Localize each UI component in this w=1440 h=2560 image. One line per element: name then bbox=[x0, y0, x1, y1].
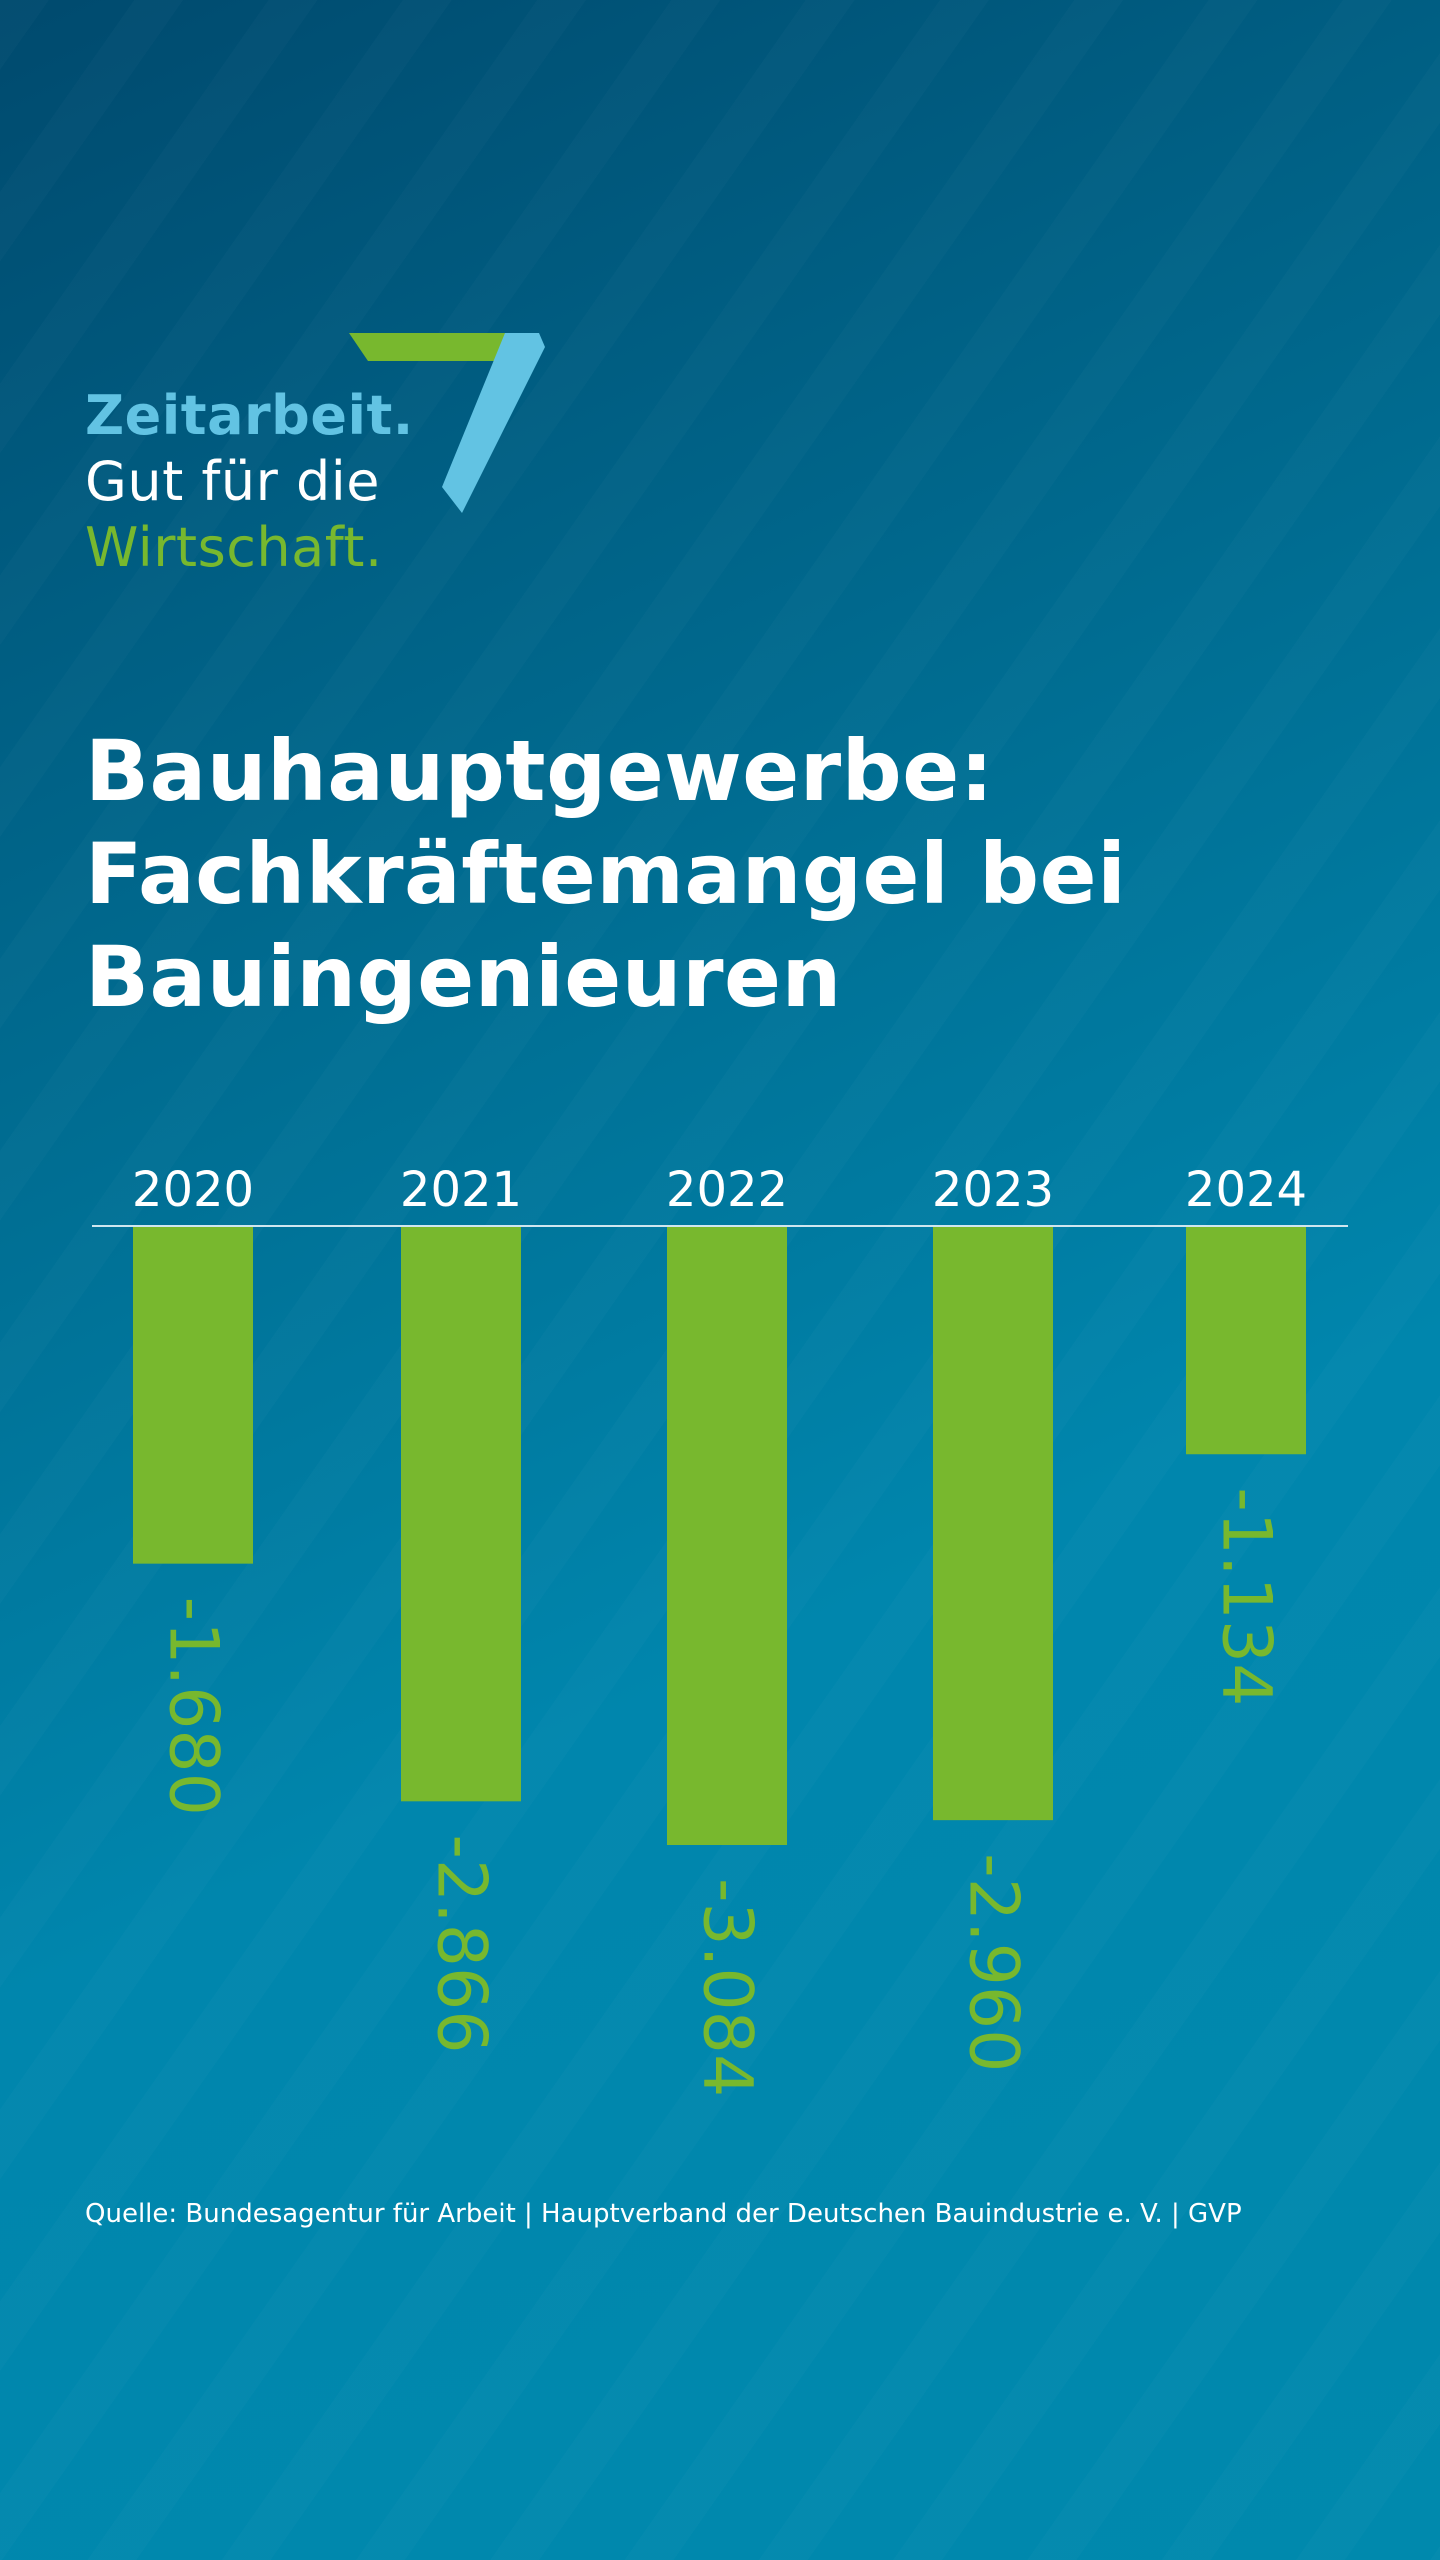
category-label-2020: 2020 bbox=[132, 1162, 254, 1218]
logo-line-zeitarbeit: Zeitarbeit. bbox=[85, 384, 414, 447]
page-title: Bauhauptgewerbe: Fachkräftemangel bei Ba… bbox=[85, 720, 1365, 1029]
category-label-2022: 2022 bbox=[666, 1162, 788, 1218]
source-note: Quelle: Bundesagentur für Arbeit | Haupt… bbox=[85, 2199, 1242, 2229]
title-line-2: Fachkräftemangel bei bbox=[85, 825, 1127, 923]
title-line-1: Bauhauptgewerbe: bbox=[85, 722, 994, 820]
value-label-2024: -1.134 bbox=[1207, 1487, 1286, 1706]
value-label-2022: -3.084 bbox=[688, 1878, 767, 2097]
logo-line-wirtschaft: Wirtschaft. bbox=[85, 516, 383, 579]
seven-logo-icon bbox=[349, 333, 545, 513]
bar-2023 bbox=[933, 1227, 1053, 1821]
seven-diagonal-stroke bbox=[442, 333, 545, 513]
seven-top-bar bbox=[349, 333, 524, 361]
value-label-2023: -2.960 bbox=[954, 1853, 1033, 2072]
value-label-2021: -2.866 bbox=[422, 1834, 501, 2053]
logo-line-gut-fuer-die: Gut für die bbox=[85, 450, 381, 513]
bar-2021 bbox=[401, 1227, 521, 1802]
value-label-2020: -1.680 bbox=[154, 1597, 233, 1816]
category-label-2021: 2021 bbox=[400, 1162, 522, 1218]
bar-2022 bbox=[667, 1227, 787, 1845]
category-label-2024: 2024 bbox=[1185, 1162, 1307, 1218]
title-line-3: Bauingenieuren bbox=[85, 928, 842, 1026]
category-label-2023: 2023 bbox=[932, 1162, 1054, 1218]
brand-logo: Zeitarbeit. Gut für die Wirtschaft. bbox=[85, 325, 585, 595]
bar-2024 bbox=[1186, 1227, 1306, 1455]
bar-2020 bbox=[133, 1227, 253, 1564]
